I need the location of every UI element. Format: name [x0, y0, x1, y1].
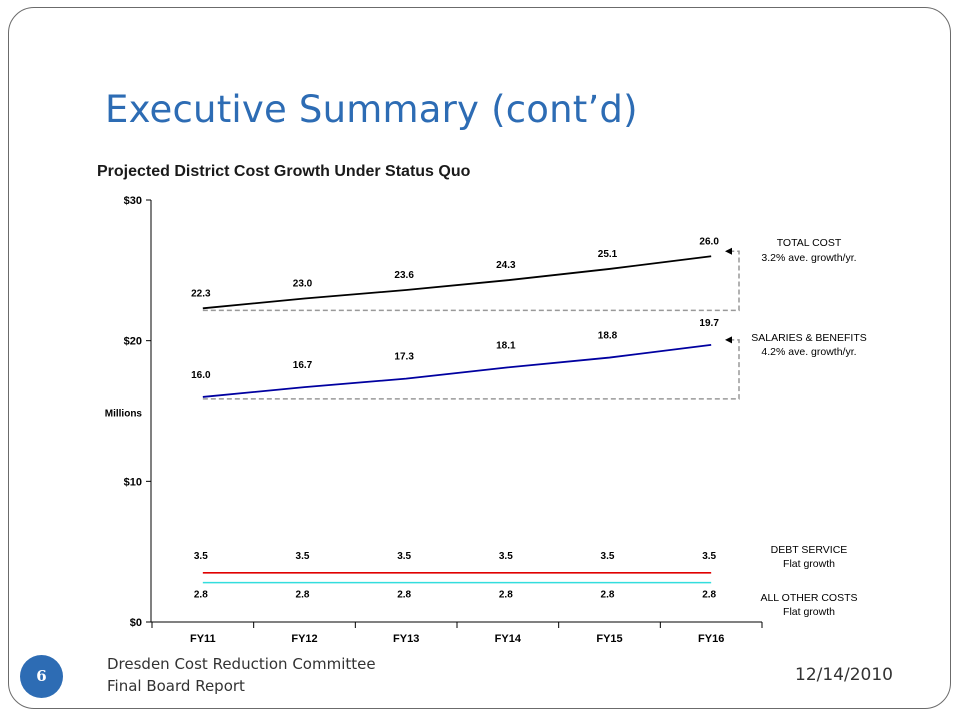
x-tick-label: FY16 [698, 633, 724, 645]
data-label: 25.1 [598, 249, 618, 260]
y-tick-label: $10 [124, 476, 142, 488]
data-label: 17.3 [394, 352, 414, 363]
y-tick-label: $0 [130, 617, 142, 629]
series-name-label: ALL OTHER COSTS [760, 592, 857, 604]
data-label: 16.0 [191, 370, 211, 381]
growth-bracket [202, 339, 740, 400]
series-name-label: SALARIES & BENEFITS [751, 332, 867, 344]
slide-title: Executive Summary (cont’d) [105, 88, 638, 131]
data-label: 2.8 [499, 590, 513, 601]
data-label: 22.3 [191, 288, 211, 299]
data-label: 16.7 [293, 360, 313, 371]
series-note-label: Flat growth [783, 558, 835, 570]
data-label: 2.8 [296, 590, 310, 601]
data-label: 3.5 [397, 551, 411, 562]
data-label: 2.8 [601, 590, 615, 601]
data-label: 3.5 [194, 551, 208, 562]
x-tick-label: FY12 [291, 633, 317, 645]
data-label: 2.8 [194, 590, 208, 601]
x-tick-label: FY14 [495, 633, 522, 645]
page-number-badge: 6 [20, 655, 63, 698]
bracket-arrow [725, 336, 732, 344]
data-label: 3.5 [499, 551, 513, 562]
footer-org-line1: Dresden Cost Reduction Committee [107, 655, 376, 673]
y-tick-label: $30 [124, 195, 142, 207]
series-line-1 [202, 343, 712, 398]
data-label: 3.5 [601, 551, 615, 562]
footer-org-line2: Final Board Report [107, 677, 245, 695]
series-note-label: 4.2% ave. growth/yr. [761, 346, 856, 358]
slide-frame [8, 7, 951, 709]
footer-organization: Dresden Cost Reduction Committee Final B… [107, 653, 376, 697]
data-label: 3.5 [702, 551, 716, 562]
data-label: 2.8 [397, 590, 411, 601]
data-label: 19.7 [699, 318, 719, 329]
series-line-0 [202, 255, 712, 310]
data-label: 24.3 [496, 260, 516, 271]
chart-title: Projected District Cost Growth Under Sta… [97, 163, 471, 180]
data-label: 2.8 [702, 590, 716, 601]
series-name-label: DEBT SERVICE [771, 544, 848, 556]
data-label: 3.5 [296, 551, 310, 562]
x-tick-label: FY11 [190, 633, 216, 645]
series-name-label: TOTAL COST [777, 237, 842, 249]
x-tick-label: FY13 [393, 633, 419, 645]
series-note-label: Flat growth [783, 606, 835, 618]
data-label: 26.0 [699, 236, 719, 247]
footer-date: 12/14/2010 [795, 665, 893, 685]
data-label: 23.0 [293, 278, 313, 289]
data-label: 23.6 [394, 270, 414, 281]
data-label: 18.1 [496, 340, 516, 351]
data-label: 18.8 [598, 331, 618, 342]
series-note-label: 3.2% ave. growth/yr. [761, 252, 856, 264]
y-tick-label: $20 [124, 336, 142, 348]
bracket-arrow [725, 247, 732, 255]
growth-bracket [202, 250, 740, 312]
y-axis-label: Millions [105, 408, 143, 419]
x-tick-label: FY15 [596, 633, 622, 645]
